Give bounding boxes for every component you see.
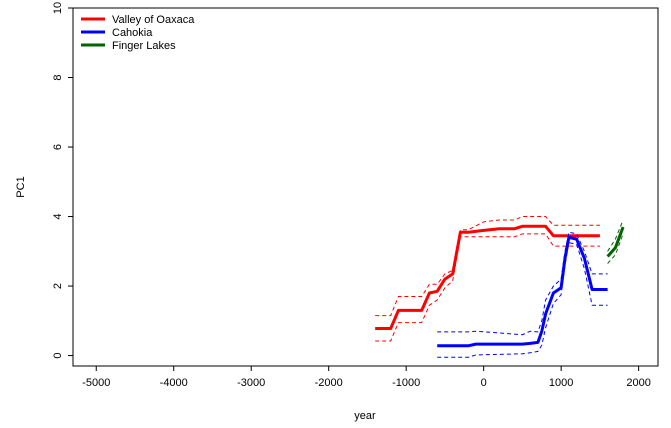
series-finger-lakes (606, 219, 625, 264)
x-tick-label: -2000 (315, 377, 343, 389)
y-axis-title: PC1 (15, 176, 27, 197)
series-cahokia-lower-bound (437, 241, 608, 358)
legend-label-cahokia: Cahokia (112, 27, 153, 39)
legend-label-finger-lakes: Finger Lakes (112, 40, 176, 52)
series-finger-lakes-line (606, 226, 625, 258)
y-tick-label: 6 (52, 144, 64, 150)
y-tick-label: 2 (52, 283, 64, 289)
series-cahokia-line (437, 235, 608, 348)
plot-box (72, 7, 659, 367)
y-axis: 0 2 4 6 8 10 (52, 2, 73, 359)
y-tick-label: 4 (52, 213, 64, 219)
series-valley-of-oaxaca-upper-bound (375, 216, 600, 317)
x-tick-label: 0 (481, 377, 487, 389)
legend-label-valley-of-oaxaca: Valley of Oaxaca (112, 14, 195, 26)
x-tick-label: -3000 (237, 377, 265, 389)
y-tick-label: 0 (52, 353, 64, 359)
series-cahokia (437, 231, 608, 358)
series-valley-of-oaxaca (375, 216, 600, 342)
series-finger-lakes-upper-bound (607, 219, 624, 252)
x-tick-label: -5000 (82, 377, 110, 389)
x-axis-title: year (354, 410, 376, 422)
y-tick-label: 8 (52, 74, 64, 80)
x-tick-label: -1000 (392, 377, 420, 389)
series-cahokia-upper-bound (437, 231, 608, 336)
x-tick-label: 2000 (626, 377, 650, 389)
series-finger-lakes-lower-bound (607, 233, 624, 264)
series-valley-of-oaxaca-line (375, 224, 600, 330)
x-axis: -5000 -4000 -3000 -2000 -1000 0 1000 2000 (82, 366, 651, 389)
y-tick-label: 10 (52, 2, 64, 14)
x-tick-label: -4000 (160, 377, 188, 389)
series-layer (375, 216, 625, 358)
x-tick-label: 1000 (549, 377, 573, 389)
